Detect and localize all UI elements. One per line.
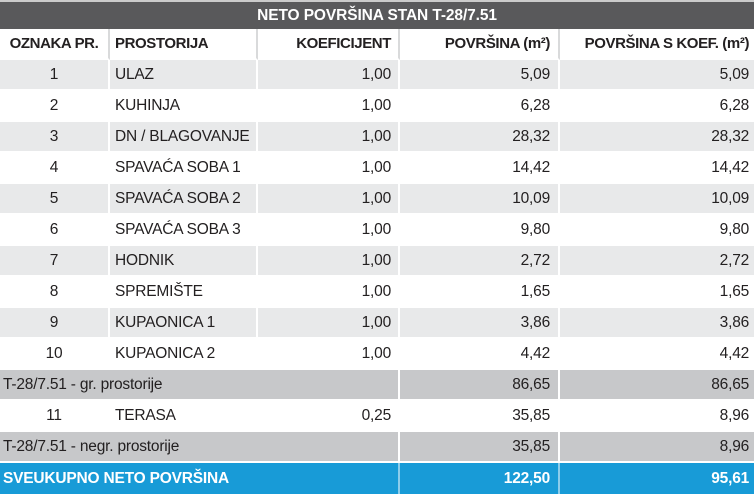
cell-oznaka: 11: [0, 401, 110, 432]
cell-povrsina: 14,42: [400, 153, 560, 184]
table-row: 5 SPAVAĆA SOBA 2 1,00 10,09 10,09: [0, 184, 754, 215]
grand-total-row: SVEUKUPNO NETO POVRŠINA 122,50 95,61: [0, 463, 754, 494]
table-row: 8 SPREMIŠTE 1,00 1,65 1,65: [0, 277, 754, 308]
table-row: 10 KUPAONICA 2 1,00 4,42 4,42: [0, 339, 754, 370]
col-header-oznaka: OZNAKA PR.: [0, 29, 110, 60]
cell-povrsina-s-koef: 5,09: [560, 60, 754, 91]
cell-povrsina-s-koef: 28,32: [560, 122, 754, 153]
cell-prostorija: DN / BLAGOVANJE: [110, 122, 258, 153]
cell-prostorija: KUHINJA: [110, 91, 258, 122]
subtotal-gross-row: T-28/7.51 - gr. prostorije 86,65 86,65: [0, 370, 754, 401]
cell-oznaka: 7: [0, 246, 110, 277]
col-header-povrsina-s-koef: POVRŠINA S KOEF. (m²): [560, 29, 754, 60]
subtotal-negr-povrsina-s-koef: 8,96: [560, 432, 754, 463]
cell-prostorija: TERASA: [110, 401, 258, 432]
cell-oznaka: 6: [0, 215, 110, 246]
grand-total-povrsina-s-koef: 95,61: [560, 463, 754, 494]
cell-povrsina: 1,65: [400, 277, 560, 308]
cell-prostorija: SPAVAĆA SOBA 1: [110, 153, 258, 184]
table-row: 11 TERASA 0,25 35,85 8,96: [0, 401, 754, 432]
cell-povrsina: 4,42: [400, 339, 560, 370]
cell-koeficijent: 1,00: [258, 60, 400, 91]
table-row: 9 KUPAONICA 1 1,00 3,86 3,86: [0, 308, 754, 339]
table-row: 4 SPAVAĆA SOBA 1 1,00 14,42 14,42: [0, 153, 754, 184]
cell-prostorija: SPAVAĆA SOBA 3: [110, 215, 258, 246]
cell-oznaka: 10: [0, 339, 110, 370]
cell-koeficijent: 1,00: [258, 122, 400, 153]
cell-oznaka: 1: [0, 60, 110, 91]
col-header-povrsina: POVRŠINA (m²): [400, 29, 560, 60]
subtotal-negr-label: T-28/7.51 - negr. prostorije: [0, 432, 400, 463]
cell-oznaka: 5: [0, 184, 110, 215]
cell-povrsina: 35,85: [400, 401, 560, 432]
cell-prostorija: KUPAONICA 2: [110, 339, 258, 370]
cell-koeficijent: 1,00: [258, 184, 400, 215]
cell-prostorija: KUPAONICA 1: [110, 308, 258, 339]
table-row: 7 HODNIK 1,00 2,72 2,72: [0, 246, 754, 277]
cell-koeficijent: 1,00: [258, 339, 400, 370]
cell-koeficijent: 1,00: [258, 153, 400, 184]
subtotal-negr-row: T-28/7.51 - negr. prostorije 35,85 8,96: [0, 432, 754, 463]
subtotal-gross-povrsina: 86,65: [400, 370, 560, 401]
cell-povrsina: 9,80: [400, 215, 560, 246]
cell-oznaka: 9: [0, 308, 110, 339]
table-row: 1 ULAZ 1,00 5,09 5,09: [0, 60, 754, 91]
cell-koeficijent: 1,00: [258, 277, 400, 308]
cell-povrsina-s-koef: 4,42: [560, 339, 754, 370]
cell-prostorija: SPREMIŠTE: [110, 277, 258, 308]
page-title: NETO POVRŠINA STAN T-28/7.51: [0, 0, 754, 29]
cell-koeficijent: 1,00: [258, 246, 400, 277]
cell-povrsina: 6,28: [400, 91, 560, 122]
subtotal-negr-povrsina: 35,85: [400, 432, 560, 463]
cell-koeficijent: 1,00: [258, 308, 400, 339]
col-header-prostorija: PROSTORIJA: [110, 29, 258, 60]
cell-povrsina-s-koef: 1,65: [560, 277, 754, 308]
cell-oznaka: 4: [0, 153, 110, 184]
cell-oznaka: 8: [0, 277, 110, 308]
cell-oznaka: 2: [0, 91, 110, 122]
col-header-koeficijent: KOEFICIJENT: [258, 29, 400, 60]
cell-povrsina-s-koef: 14,42: [560, 153, 754, 184]
cell-povrsina-s-koef: 2,72: [560, 246, 754, 277]
cell-prostorija: ULAZ: [110, 60, 258, 91]
table-row: 6 SPAVAĆA SOBA 3 1,00 9,80 9,80: [0, 215, 754, 246]
cell-koeficijent: 0,25: [258, 401, 400, 432]
cell-povrsina-s-koef: 9,80: [560, 215, 754, 246]
cell-povrsina: 5,09: [400, 60, 560, 91]
cell-povrsina-s-koef: 6,28: [560, 91, 754, 122]
table-title-row: NETO POVRŠINA STAN T-28/7.51: [0, 0, 754, 29]
grand-total-povrsina: 122,50: [400, 463, 560, 494]
table-row: 2 KUHINJA 1,00 6,28 6,28: [0, 91, 754, 122]
cell-prostorija: SPAVAĆA SOBA 2: [110, 184, 258, 215]
cell-oznaka: 3: [0, 122, 110, 153]
cell-povrsina-s-koef: 8,96: [560, 401, 754, 432]
table-row: 3 DN / BLAGOVANJE 1,00 28,32 28,32: [0, 122, 754, 153]
cell-prostorija: HODNIK: [110, 246, 258, 277]
cell-povrsina-s-koef: 3,86: [560, 308, 754, 339]
header-row: OZNAKA PR. PROSTORIJA KOEFICIJENT POVRŠI…: [0, 29, 754, 60]
cell-povrsina: 10,09: [400, 184, 560, 215]
grand-total-label: SVEUKUPNO NETO POVRŠINA: [0, 463, 400, 494]
cell-povrsina: 3,86: [400, 308, 560, 339]
subtotal-gross-label: T-28/7.51 - gr. prostorije: [0, 370, 400, 401]
cell-povrsina: 2,72: [400, 246, 560, 277]
cell-koeficijent: 1,00: [258, 215, 400, 246]
subtotal-gross-povrsina-s-koef: 86,65: [560, 370, 754, 401]
cell-povrsina: 28,32: [400, 122, 560, 153]
cell-povrsina-s-koef: 10,09: [560, 184, 754, 215]
cell-koeficijent: 1,00: [258, 91, 400, 122]
